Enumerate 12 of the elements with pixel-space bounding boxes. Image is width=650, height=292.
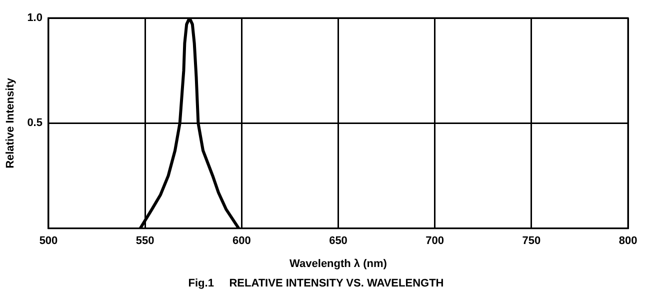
x-tick-label: 650 [329, 235, 348, 248]
y-tick-label: 1.0 [27, 12, 42, 24]
x-tick-label: 800 [618, 235, 638, 248]
text: Fig.1 RELATIVE INTENSITY VS. WAVELENGTH [188, 277, 444, 290]
x-axis-title: Wavelength λ (nm) [290, 258, 388, 270]
x-tick-label: 550 [136, 235, 154, 248]
x-tick-label: 700 [426, 235, 444, 248]
y-axis-title: Relative Intensity [4, 77, 17, 168]
x-tick-label: 600 [232, 235, 251, 248]
y-tick-label: 0.5 [27, 117, 42, 130]
x-tick-label: 750 [522, 235, 541, 248]
x-tick-label: 500 [39, 235, 58, 248]
